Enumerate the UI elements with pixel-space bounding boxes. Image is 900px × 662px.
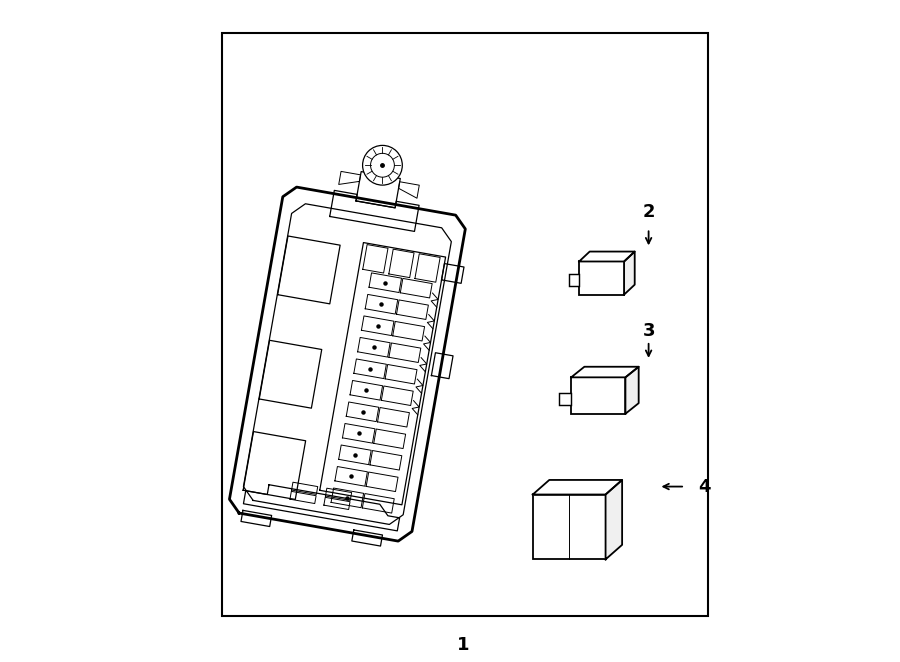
Polygon shape — [243, 432, 306, 499]
Polygon shape — [579, 252, 634, 261]
Polygon shape — [352, 530, 382, 546]
Polygon shape — [243, 204, 451, 524]
Text: 4: 4 — [698, 477, 711, 496]
Polygon shape — [626, 367, 639, 414]
Polygon shape — [343, 424, 375, 443]
Polygon shape — [400, 279, 432, 298]
Text: 1: 1 — [457, 636, 470, 655]
Polygon shape — [241, 510, 272, 526]
Polygon shape — [624, 252, 634, 295]
Polygon shape — [362, 316, 394, 336]
Polygon shape — [363, 244, 388, 273]
Circle shape — [363, 146, 402, 185]
Polygon shape — [356, 171, 400, 208]
Polygon shape — [331, 488, 364, 508]
Text: 2: 2 — [643, 203, 655, 221]
Polygon shape — [442, 263, 464, 283]
Polygon shape — [292, 482, 318, 495]
Polygon shape — [354, 359, 386, 379]
Polygon shape — [399, 182, 419, 198]
Polygon shape — [382, 386, 413, 406]
Polygon shape — [366, 472, 398, 492]
Polygon shape — [357, 338, 390, 357]
Polygon shape — [335, 467, 367, 486]
Polygon shape — [230, 187, 465, 541]
Polygon shape — [350, 381, 382, 400]
Polygon shape — [385, 365, 417, 384]
Polygon shape — [431, 353, 453, 379]
Polygon shape — [346, 402, 379, 422]
Text: 3: 3 — [643, 322, 655, 340]
Polygon shape — [397, 300, 428, 320]
Polygon shape — [415, 254, 440, 282]
Polygon shape — [389, 343, 421, 363]
Bar — [559, 393, 572, 404]
Bar — [579, 261, 624, 295]
Polygon shape — [320, 242, 446, 505]
Polygon shape — [326, 488, 352, 500]
Polygon shape — [572, 367, 639, 377]
Polygon shape — [324, 497, 350, 510]
Polygon shape — [606, 480, 622, 559]
Polygon shape — [290, 491, 316, 504]
Polygon shape — [370, 451, 401, 470]
Polygon shape — [533, 480, 622, 495]
Polygon shape — [243, 485, 400, 531]
Polygon shape — [369, 273, 401, 293]
Polygon shape — [365, 295, 398, 314]
Polygon shape — [363, 494, 394, 513]
Polygon shape — [392, 322, 425, 341]
Polygon shape — [374, 429, 406, 449]
Polygon shape — [338, 445, 371, 465]
Polygon shape — [259, 340, 321, 408]
Bar — [221, 33, 708, 616]
Bar — [572, 377, 626, 414]
Polygon shape — [389, 249, 414, 277]
Polygon shape — [377, 408, 410, 427]
Polygon shape — [338, 171, 361, 185]
Bar — [533, 495, 606, 559]
Bar — [569, 274, 579, 286]
Polygon shape — [277, 236, 340, 304]
Polygon shape — [329, 191, 419, 232]
